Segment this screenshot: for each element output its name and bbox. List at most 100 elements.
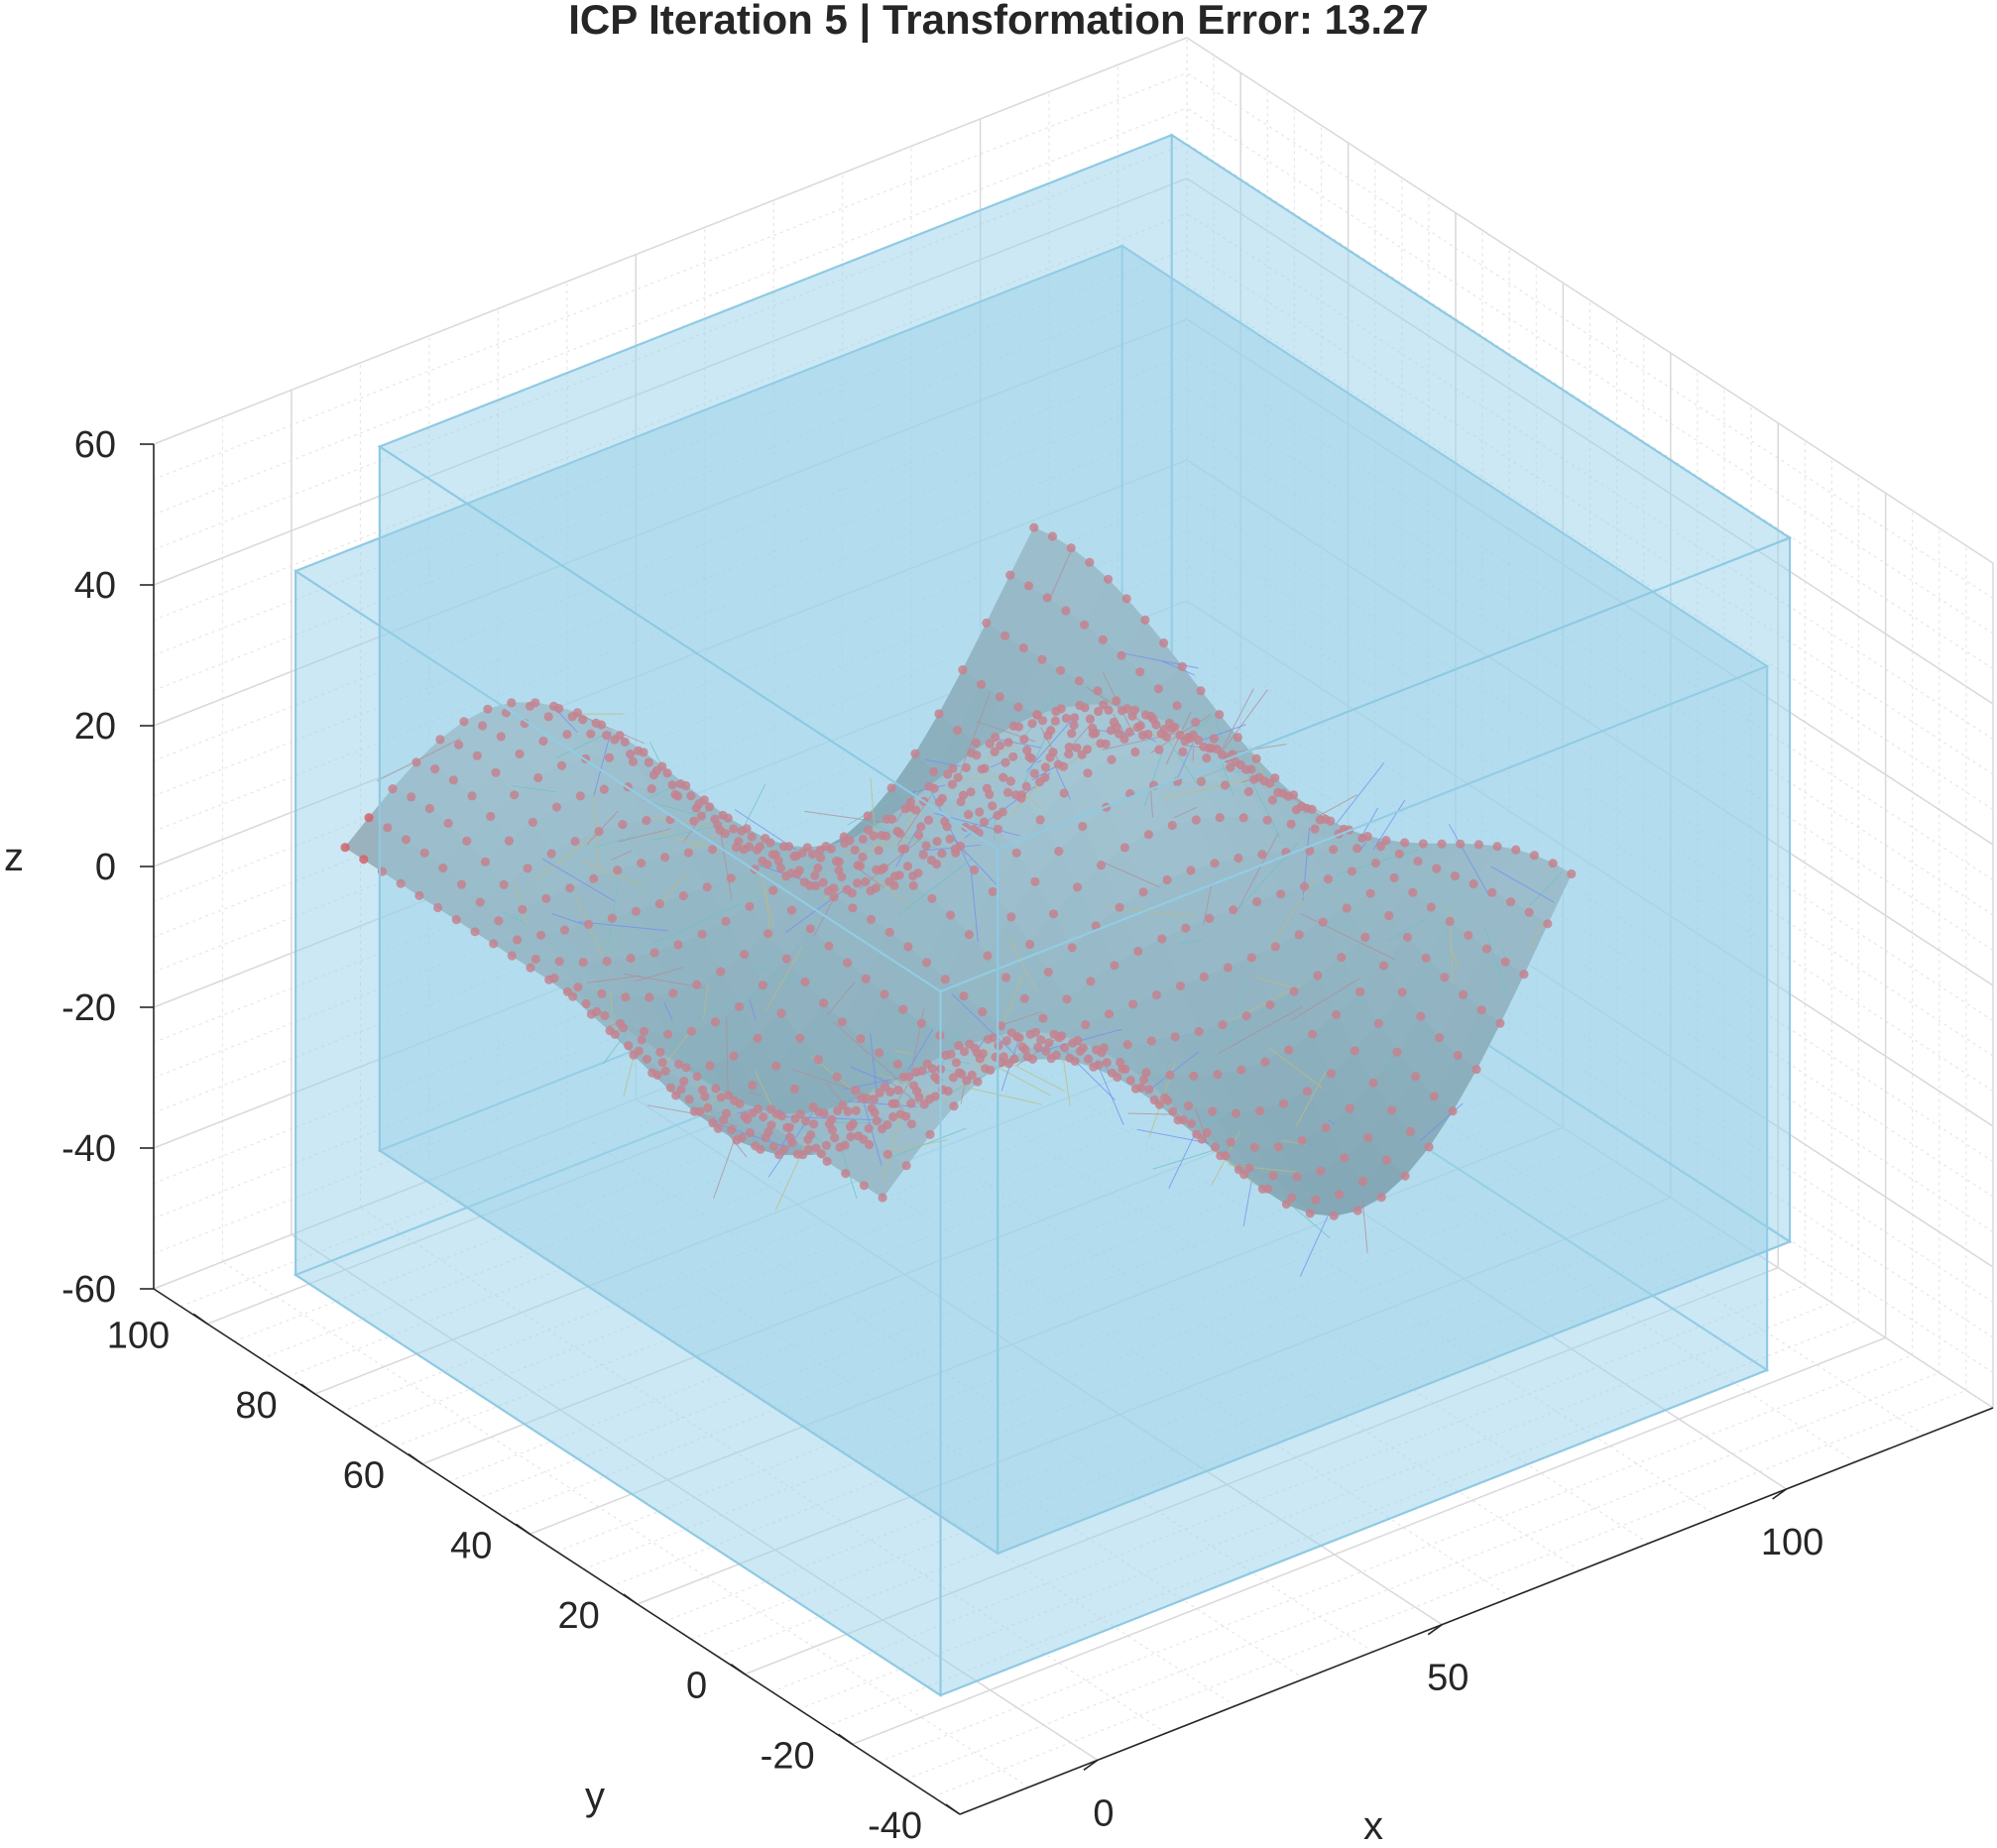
data-point bbox=[610, 735, 620, 745]
data-point bbox=[1067, 729, 1077, 739]
correspondence-line bbox=[1237, 832, 1279, 909]
data-point bbox=[842, 884, 852, 894]
correspondence-line bbox=[611, 850, 633, 861]
data-point bbox=[1299, 881, 1310, 891]
data-point bbox=[518, 904, 528, 914]
data-point bbox=[480, 857, 491, 866]
data-point bbox=[486, 811, 496, 822]
data-point bbox=[872, 865, 881, 874]
data-point bbox=[681, 1063, 691, 1073]
data-point bbox=[1124, 727, 1134, 738]
data-point bbox=[1291, 805, 1301, 815]
data-point bbox=[1064, 750, 1074, 759]
wall-xz-minor-grid-z bbox=[153, 389, 1188, 797]
data-point bbox=[697, 929, 707, 939]
data-point bbox=[799, 877, 810, 887]
data-point bbox=[861, 876, 871, 887]
correspondence-line bbox=[623, 973, 705, 989]
data-point bbox=[1074, 676, 1084, 686]
data-point bbox=[591, 718, 601, 729]
correspondence-line bbox=[826, 1083, 845, 1105]
data-point bbox=[1027, 719, 1037, 729]
data-point bbox=[1345, 1103, 1354, 1113]
data-point bbox=[1181, 923, 1191, 933]
data-point bbox=[1029, 522, 1039, 532]
data-point bbox=[607, 913, 618, 923]
data-point bbox=[853, 878, 863, 888]
data-point bbox=[678, 890, 688, 901]
data-point bbox=[924, 781, 934, 791]
data-point bbox=[900, 804, 910, 814]
data-point bbox=[1107, 754, 1116, 764]
data-point bbox=[718, 810, 728, 821]
data-point bbox=[1035, 777, 1045, 787]
data-point bbox=[1448, 1106, 1458, 1116]
data-point bbox=[470, 927, 480, 937]
correspondence-line bbox=[870, 777, 878, 855]
data-point bbox=[1218, 1020, 1228, 1030]
correspondence-line bbox=[1361, 1199, 1368, 1253]
data-point bbox=[966, 787, 976, 797]
data-point bbox=[829, 892, 839, 902]
data-point bbox=[823, 886, 834, 896]
wall-yz-minor-grid-z bbox=[1186, 670, 1994, 1198]
data-point bbox=[1116, 650, 1126, 660]
data-point bbox=[869, 1095, 880, 1104]
data-point bbox=[499, 879, 509, 890]
data-point bbox=[705, 802, 715, 812]
data-point bbox=[716, 967, 726, 977]
data-point bbox=[637, 859, 646, 868]
data-point bbox=[528, 817, 538, 828]
data-point bbox=[884, 927, 894, 938]
data-point bbox=[1257, 850, 1267, 860]
data-point bbox=[1342, 903, 1351, 913]
data-point bbox=[1238, 813, 1248, 823]
data-point bbox=[895, 829, 905, 839]
correspondence-line bbox=[1178, 939, 1203, 945]
data-point bbox=[483, 704, 493, 714]
x-tick-label: 50 bbox=[1427, 1658, 1468, 1699]
correspondence-line bbox=[1299, 1213, 1331, 1277]
correspondence-line bbox=[1189, 1057, 1196, 1126]
data-point bbox=[435, 735, 445, 745]
data-point bbox=[773, 856, 783, 866]
floor-minor-grid-y bbox=[798, 1302, 1832, 1710]
floor-grid-y bbox=[852, 1336, 1886, 1746]
correspondence-line bbox=[646, 800, 703, 818]
data-point bbox=[1016, 790, 1026, 800]
y-tick-label: -40 bbox=[868, 1805, 922, 1847]
data-point bbox=[1178, 747, 1188, 757]
correspondence-line bbox=[1102, 730, 1186, 751]
correspondence-line bbox=[1215, 721, 1223, 738]
correspondence-line bbox=[586, 810, 619, 846]
data-point bbox=[448, 775, 458, 785]
data-point bbox=[1215, 813, 1225, 823]
data-point bbox=[1050, 716, 1060, 726]
data-point bbox=[832, 1072, 842, 1082]
data-point bbox=[626, 953, 636, 964]
data-point bbox=[905, 797, 915, 807]
wall-xz-minor-grid-z bbox=[153, 353, 1188, 762]
data-point bbox=[1005, 776, 1015, 786]
data-point bbox=[1543, 919, 1553, 929]
data-point bbox=[797, 848, 807, 859]
data-point bbox=[758, 981, 767, 990]
data-point bbox=[1183, 732, 1193, 743]
data-point bbox=[926, 855, 937, 866]
floor-minor-grid-x bbox=[842, 1017, 1649, 1545]
data-point bbox=[578, 957, 588, 968]
data-point bbox=[1360, 932, 1370, 943]
data-point bbox=[947, 779, 958, 789]
data-point bbox=[1220, 780, 1231, 790]
data-point bbox=[1072, 743, 1082, 752]
data-point bbox=[1172, 701, 1182, 711]
data-point bbox=[1037, 716, 1048, 726]
correspondence-line bbox=[685, 823, 736, 852]
data-point bbox=[1397, 987, 1407, 997]
x-tick-label: 0 bbox=[1093, 1792, 1114, 1834]
data-point bbox=[1389, 872, 1399, 883]
correspondence-line bbox=[728, 1134, 748, 1158]
data-point bbox=[810, 880, 821, 891]
data-point bbox=[1202, 753, 1212, 763]
correspondence-line bbox=[1483, 925, 1507, 994]
